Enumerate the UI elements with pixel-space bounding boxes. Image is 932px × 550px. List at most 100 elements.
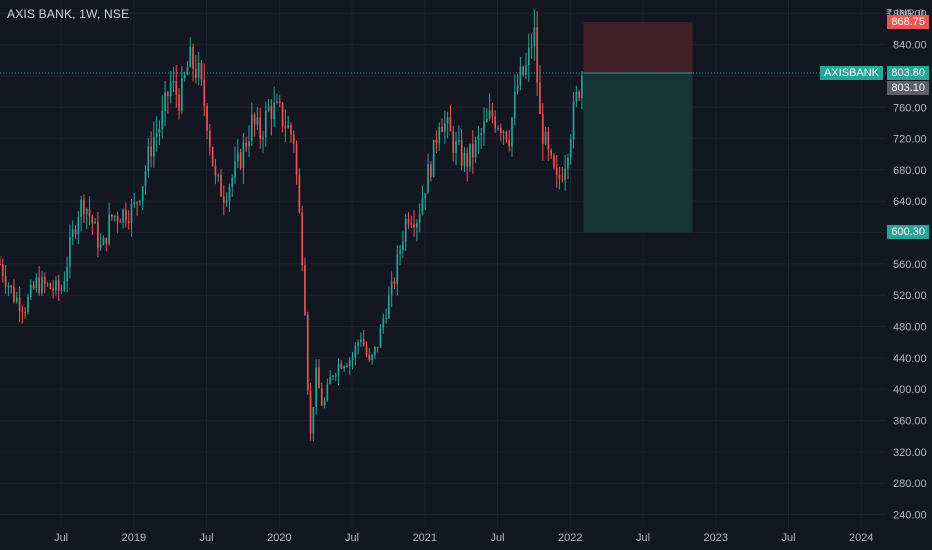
price-axis[interactable]: 240.00 280.00 320.00 360.00 400.00 440.00 480.… [893,8,927,521]
x-tick-label: 2020 [267,532,291,544]
candle-body [245,142,248,147]
y-tick-label: 440.00 [893,353,927,365]
y-tick-label: 520.00 [893,290,927,302]
candle-body [435,139,438,143]
candle-body [449,117,452,132]
candle-body [38,277,41,294]
candle-body [94,221,96,224]
candle-body [385,317,387,319]
candle-body [301,212,303,266]
candle-body [217,175,220,177]
y-tick-label: 680.00 [893,165,927,177]
candle-body [519,66,522,86]
candle-body [63,280,66,291]
candle-body [256,117,259,125]
candle-body [74,229,77,235]
candle-body [253,114,256,125]
x-tick-label: 2019 [122,532,146,544]
candle-body [558,175,561,179]
candle-body [206,105,208,131]
candle-body [474,140,477,158]
candle-body [250,114,253,142]
y-tick-label: 760.00 [893,102,927,114]
candle-body [10,285,13,288]
candle-body [365,345,368,355]
candle-body [527,47,530,65]
candle-body [172,81,175,83]
candle-body [368,354,371,361]
candle-body [320,388,323,406]
candle-body [236,152,239,162]
candle-body [27,296,29,313]
candle-body [497,128,499,130]
candle-body [402,241,404,251]
x-tick-label: Jul [781,532,795,544]
previous-close-tag: 803.10 [887,80,929,95]
x-tick-label: Jul [345,532,359,544]
candle-body [116,215,119,222]
candle-body [0,263,1,265]
candle-body [108,214,110,244]
candle-body [197,63,200,78]
candle-body [354,346,357,358]
candle-body [424,193,427,199]
x-tick-label: Jul [491,532,505,544]
candle-body [239,152,242,168]
candle-body [200,63,203,80]
candle-body [77,217,80,235]
candle-body [136,202,138,204]
candle-body [441,127,443,132]
candle-body [329,376,331,385]
candle-body [323,400,326,406]
x-tick-label: 2022 [558,532,582,544]
candle-body [181,77,183,111]
candle-body [553,155,555,168]
candle-body [88,209,91,217]
candle-body [326,384,329,401]
candle-body [43,277,46,284]
candle-body [581,76,583,98]
candle-body [455,141,457,153]
candle-body [29,284,32,297]
candle-body [203,79,206,106]
candle-body [485,118,488,122]
x-tick-label: Jul [54,532,68,544]
candle-body [264,110,267,138]
candle-body [80,199,82,218]
candle-body [477,135,480,141]
candle-body [83,199,85,215]
candle-body [343,366,345,369]
candle-body [7,285,10,287]
candle-body [536,27,539,83]
candle-body [21,310,24,313]
candle-body [111,214,113,217]
candle-body [348,360,351,367]
symbol-tag: AXISBANK [819,65,883,80]
candle-body [273,102,276,120]
candle-body [276,101,278,103]
candle-body [357,342,359,347]
candle-body [318,367,320,389]
last-price-tag: 803.80 [887,65,929,80]
position-zones[interactable] [583,22,693,233]
symbol-title: AXIS BANK, 1W, NSE [7,7,130,21]
candle-body [41,277,43,294]
candle-body [561,178,564,180]
candle-body [390,281,393,296]
candle-body [214,165,217,176]
candle-body [147,146,150,171]
candle-body [332,376,334,378]
candle-body [52,288,54,291]
candle-body [281,102,284,127]
candle-body [438,127,441,143]
time-axis[interactable]: Jul 2019 Jul 2020 Jul 2021 Jul 2022 Jul 2023 Jul 20… [54,532,873,544]
candle-body [60,290,63,292]
y-tick-label: 560.00 [893,259,927,271]
candle-body [530,46,533,48]
candle-body [564,168,566,180]
candle-body [46,283,49,285]
candle-body [371,354,373,361]
candle-body [189,47,192,67]
y-tick-label: 640.00 [893,196,927,208]
